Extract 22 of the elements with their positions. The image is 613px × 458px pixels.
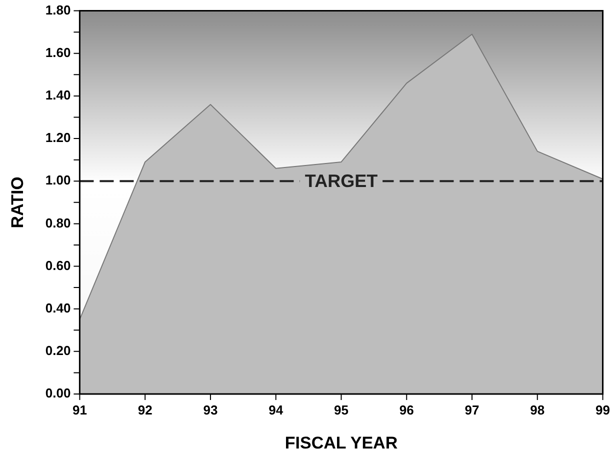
x-tick-label: 97	[464, 402, 480, 418]
x-tick-label: 94	[268, 402, 284, 418]
x-axis-title: FISCAL YEAR	[284, 433, 398, 452]
y-tick-label: 1.60	[45, 44, 71, 60]
y-axis-title: RATIO	[8, 176, 27, 228]
ref-line-label: TARGET	[304, 171, 378, 192]
x-tick-label: 93	[203, 402, 218, 418]
x-tick-label: 91	[72, 402, 87, 418]
y-tick-label: 0.60	[45, 258, 71, 273]
y-tick-label: 1.00	[45, 172, 71, 188]
y-tick-label: 0.20	[45, 343, 71, 358]
y-tick-label: 1.40	[45, 88, 71, 103]
y-tick-label: 0.80	[45, 215, 71, 230]
y-tick-label: 1.80	[45, 2, 71, 18]
y-tick-label: 0.40	[45, 300, 71, 316]
x-tick-label: 92	[138, 402, 152, 418]
x-tick-label: 99	[596, 402, 610, 418]
x-tick-label: 95	[334, 402, 348, 418]
y-tick-label: 1.20	[45, 130, 71, 146]
x-tick-label: 96	[399, 402, 414, 418]
x-tick-label: 98	[530, 402, 545, 418]
y-tick-label: 0.00	[45, 386, 71, 401]
